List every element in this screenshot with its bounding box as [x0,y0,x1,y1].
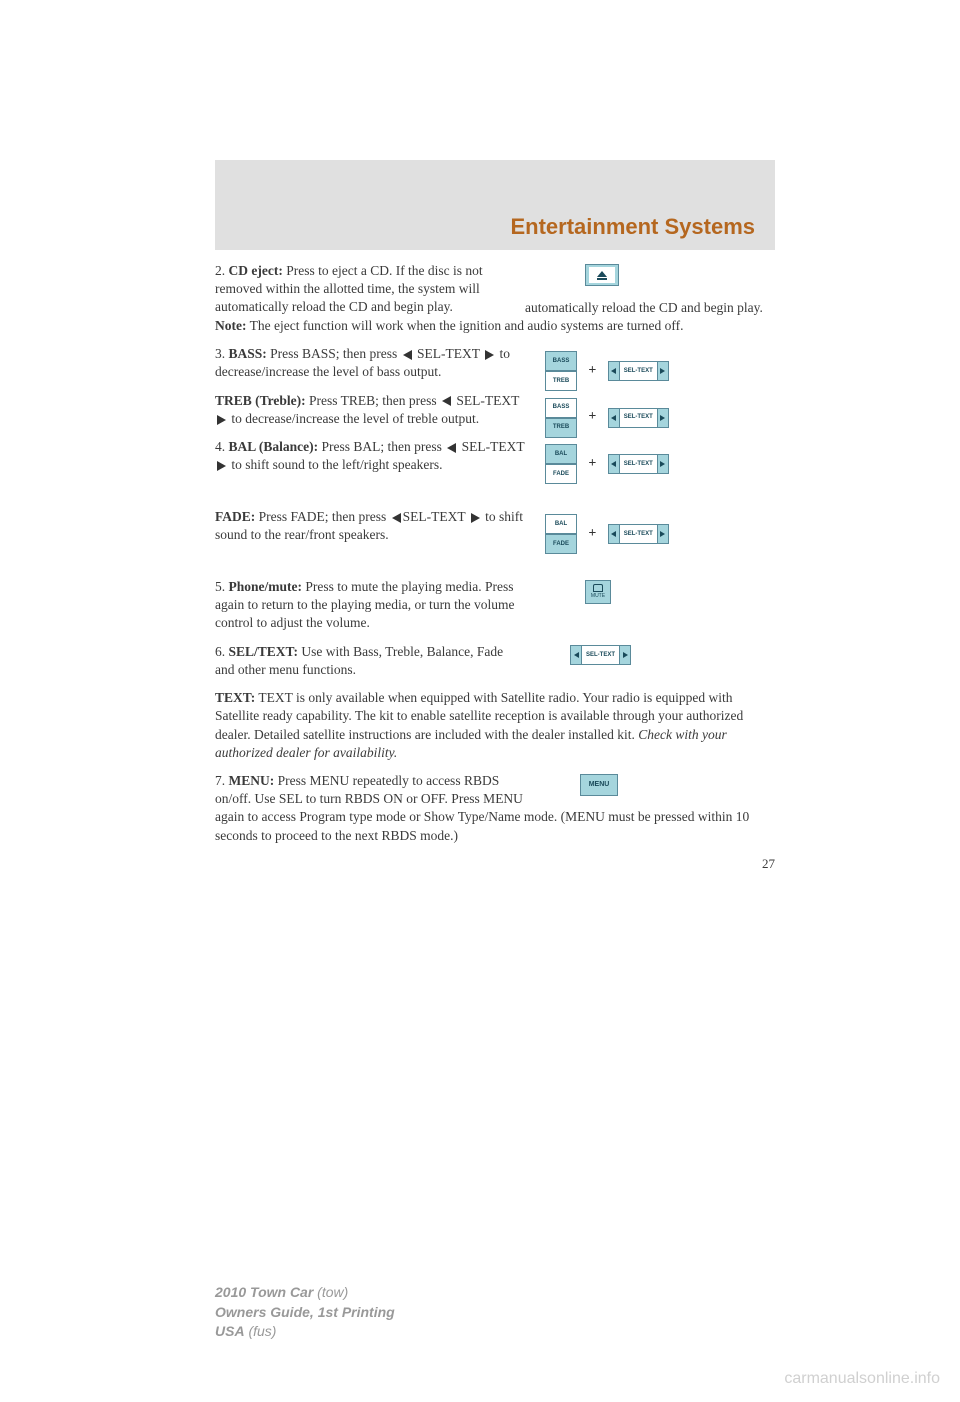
treb-diagram: BASS TREB + SEL-TEXT [545,398,669,438]
item-num: 4. [215,439,225,454]
item-num: 7. [215,773,225,788]
item-num: 2. [215,263,225,278]
footer: 2010 Town Car (tow) Owners Guide, 1st Pr… [215,1283,395,1342]
bass-diagram: BASS TREB + SEL-TEXT [545,351,669,391]
item-label: Phone/mute: [229,579,303,594]
triangle-left-icon [392,513,401,523]
triangle-right-icon [471,513,480,523]
fade-diagram: BAL FADE + SEL-TEXT [545,514,669,554]
plus-icon: + [588,455,596,474]
bal-diagram: BAL FADE + SEL-TEXT [545,444,669,484]
item-menu: 7. MENU: Press MENU repeatedly to access… [215,772,775,845]
triangle-right-icon [485,350,494,360]
menu-text-end: again to access Program type mode or Sho… [215,809,749,842]
seltext-diagram: SEL-TEXT [570,645,631,665]
mid-text: SEL-TEXT [414,346,484,361]
item-label: FADE: [215,509,255,524]
bal-button-icon: BAL [545,514,577,534]
phone-icon [593,584,603,592]
page-container: Entertainment Systems 2. CD eject: Press… [215,160,775,872]
triangle-right-icon [217,415,226,425]
seltext-button-icon: SEL-TEXT [608,454,669,474]
treb-button-icon: TREB [545,371,577,391]
item-num: 5. [215,579,225,594]
treb-button-icon: TREB [545,418,577,438]
mid-text: SEL-TEXT [453,393,519,408]
item-label: TREB (Treble): [215,393,306,408]
item-text2: to shift sound to the left/right speaker… [228,457,442,472]
item-label: MENU: [229,773,275,788]
plus-icon: + [588,362,596,381]
item-label: BAL (Balance): [229,439,319,454]
triangle-left-icon [442,396,451,406]
item-text: Press BAL; then press [318,439,445,454]
note-text: The eject function will work when the ig… [246,318,683,333]
mid-text: SEL-TEXT [458,439,524,454]
watermark: carmanualsonline.info [784,1370,940,1388]
fade-button-icon: FADE [545,534,577,554]
mute-diagram: MUTE [585,580,611,604]
item-num: 6. [215,644,225,659]
section-title: Entertainment Systems [510,214,755,240]
item-cd-eject: 2. CD eject: Press to eject a CD. If the… [215,262,775,335]
item-num: 3. [215,346,225,361]
item-label: TEXT: [215,690,255,705]
footer-code: (tow) [313,1284,348,1300]
triangle-right-icon [217,461,226,471]
item-seltext: 6. SEL/TEXT: Use with Bass, Treble, Bala… [215,643,775,679]
seltext-button-icon: SEL-TEXT [570,645,631,665]
item-phone-mute: 5. Phone/mute: Press to mute the playing… [215,578,775,633]
mid-text: SEL-TEXT [403,509,469,524]
footer-guide: Owners Guide, 1st Printing [215,1303,395,1323]
seltext-button-icon: SEL-TEXT [608,361,669,381]
item-bass: 3. BASS: Press BASS; then press SEL-TEXT… [215,345,775,381]
eject-icon [585,264,619,286]
body-text: 2. CD eject: Press to eject a CD. If the… [215,262,775,872]
item-text-para: TEXT: TEXT is only available when equipp… [215,689,775,762]
wrap-text: automatically reload the CD and begin pl… [525,300,763,315]
fade-button-icon: FADE [545,464,577,484]
item-label: SEL/TEXT: [229,644,299,659]
item-text2: to decrease/increase the level of treble… [228,411,479,426]
item-bal: 4. BAL (Balance): Press BAL; then press … [215,438,775,498]
note-label: Note: [215,318,246,333]
triangle-left-icon [403,350,412,360]
bass-button-icon: BASS [545,398,577,418]
item-fade: FADE: Press FADE; then press SEL-TEXT to… [215,508,775,568]
mute-button-icon: MUTE [585,580,611,604]
footer-region-code: (fus) [245,1323,277,1339]
eject-button-diagram [585,264,619,286]
triangle-left-icon [447,443,456,453]
menu-diagram: MENU [580,774,618,796]
item-label: BASS: [229,346,267,361]
item-text: Press BASS; then press [267,346,401,361]
plus-icon: + [588,525,596,544]
seltext-button-icon: SEL-TEXT [608,408,669,428]
header-band: Entertainment Systems [215,160,775,250]
item-text: Press FADE; then press [255,509,389,524]
menu-button-icon: MENU [580,774,618,796]
footer-model: 2010 Town Car [215,1284,313,1300]
page-number: 27 [215,855,775,873]
seltext-button-icon: SEL-TEXT [608,524,669,544]
item-label: CD eject: [229,263,283,278]
footer-region: USA [215,1323,245,1339]
plus-icon: + [588,408,596,427]
item-treb: TREB (Treble): Press TREB; then press SE… [215,392,775,428]
bal-button-icon: BAL [545,444,577,464]
item-text: Press TREB; then press [306,393,440,408]
bass-button-icon: BASS [545,351,577,371]
